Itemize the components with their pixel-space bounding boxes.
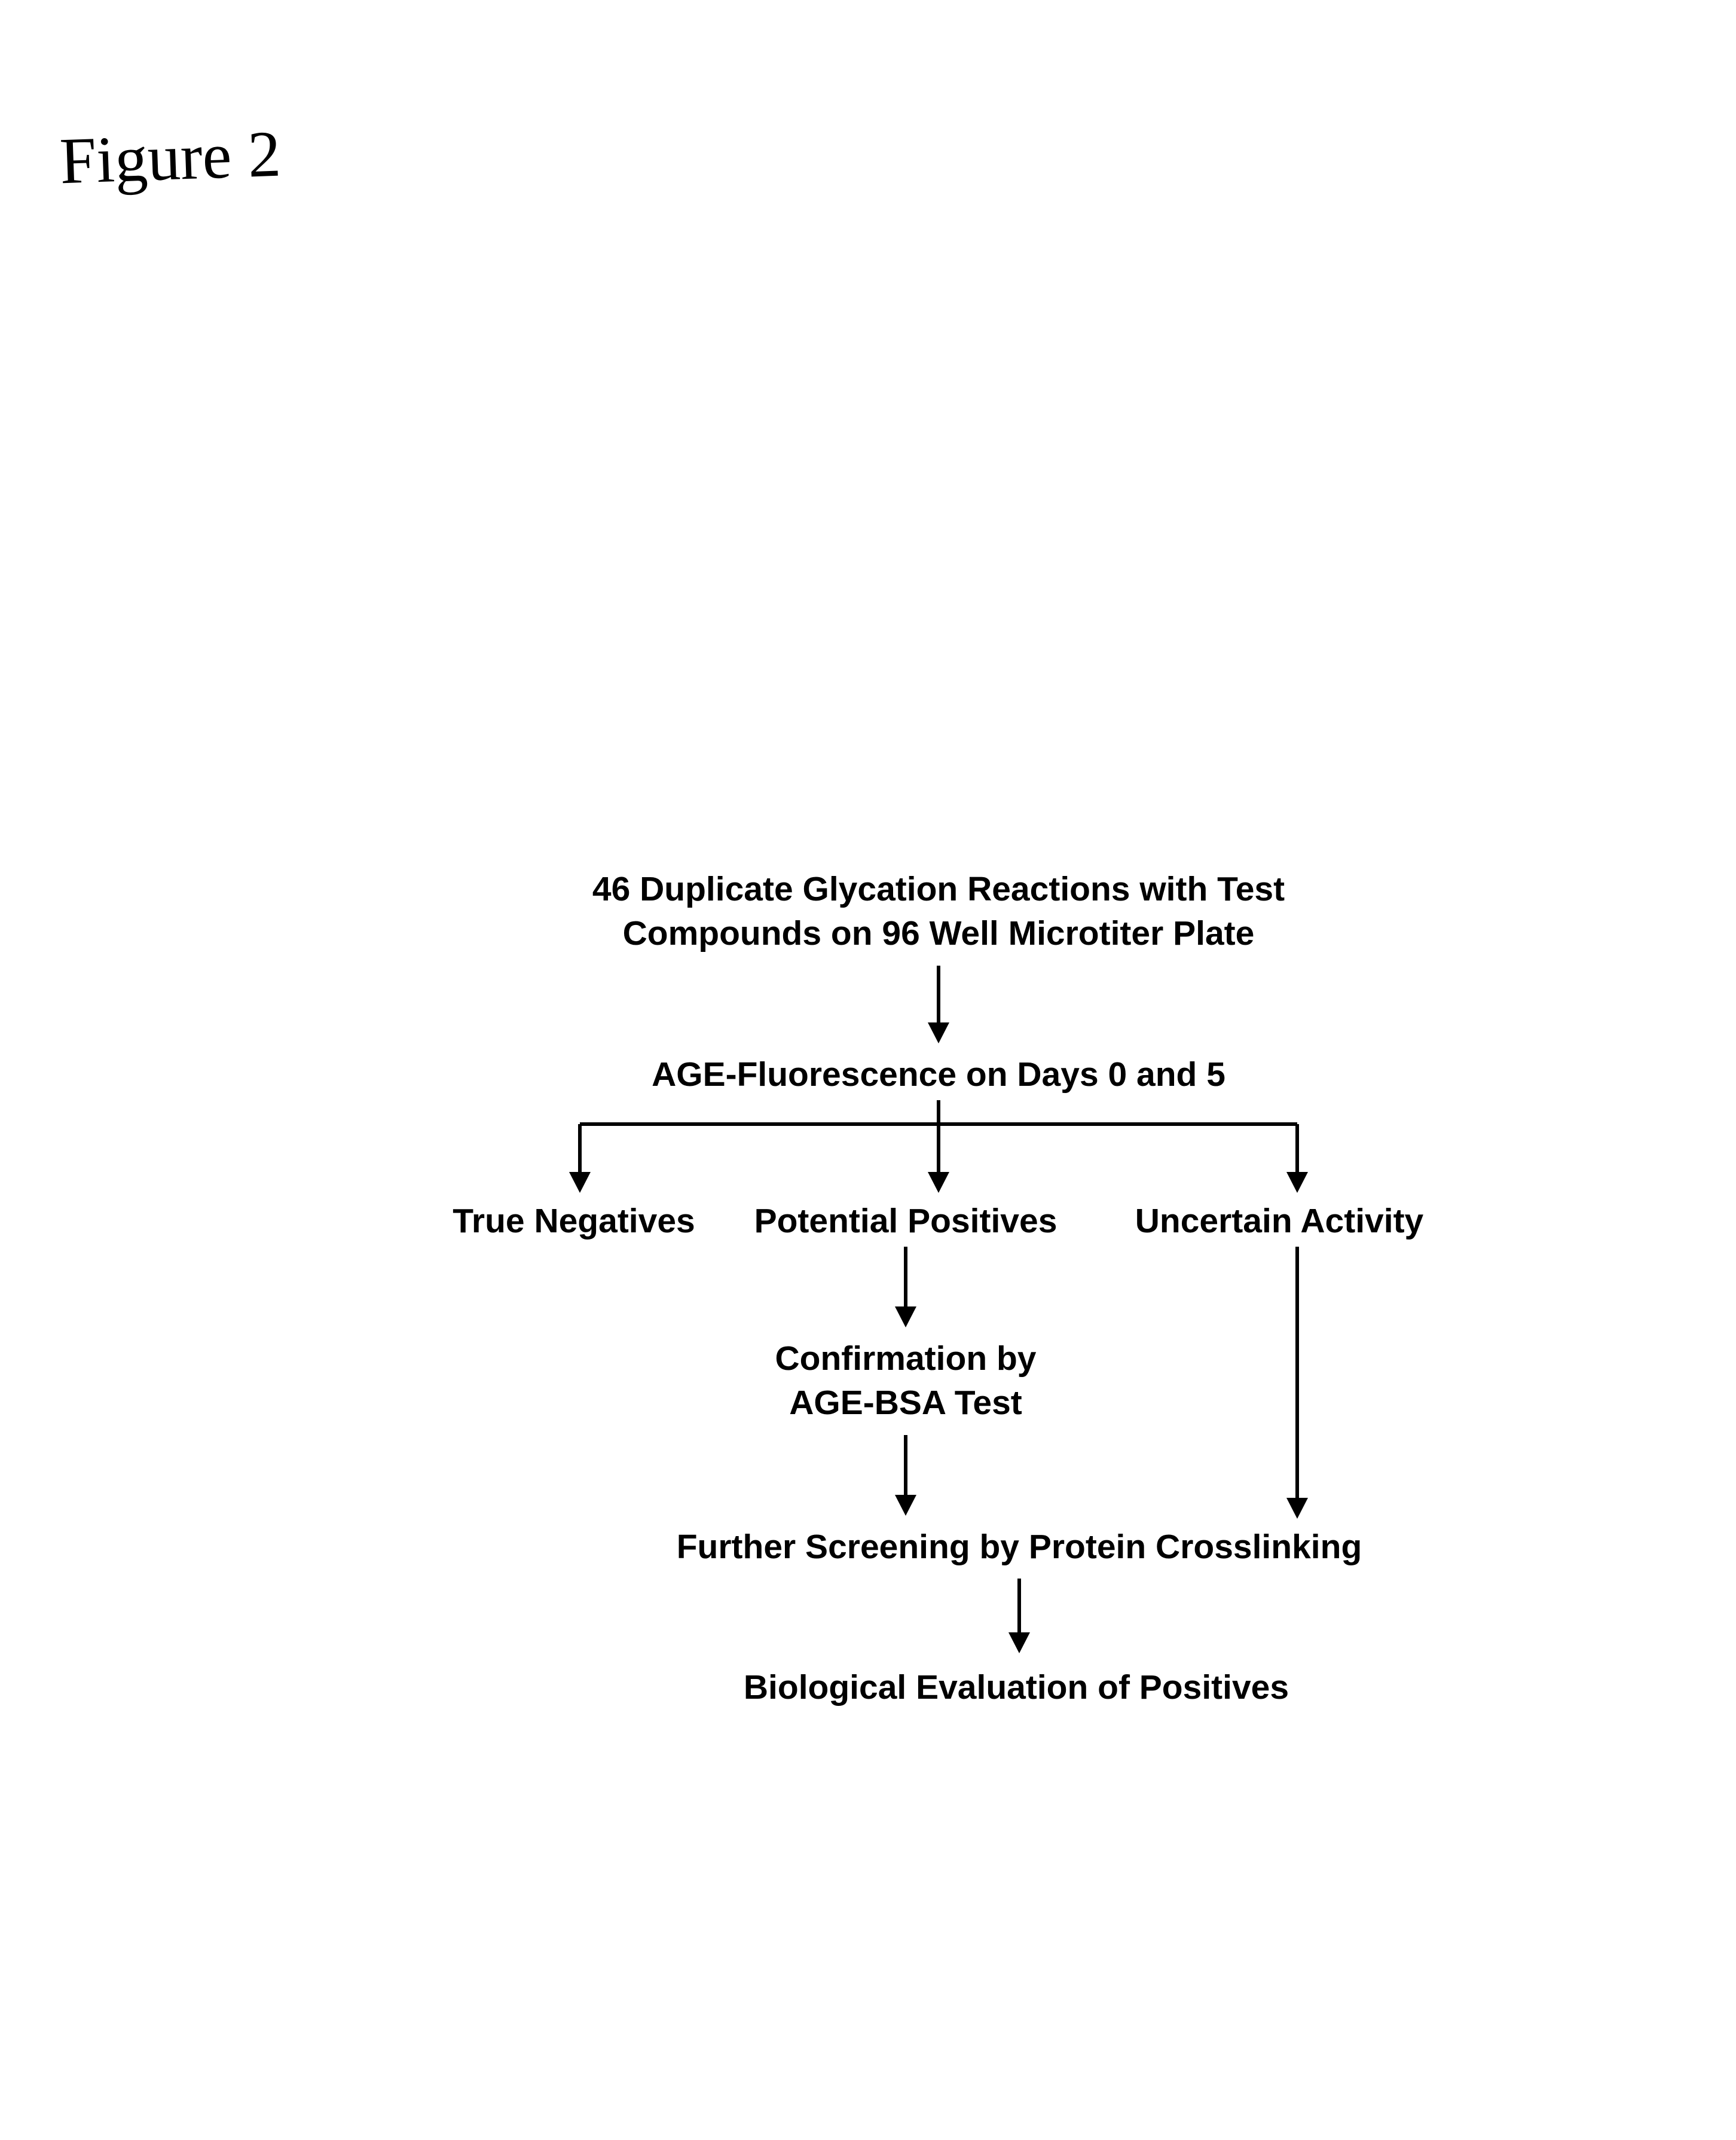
confirmation-line2: AGE-BSA Test [789, 1384, 1022, 1422]
node-step2: AGE-Fluorescence on Days 0 and 5 [598, 1052, 1279, 1097]
node-further: Further Screening by Protein Crosslinkin… [634, 1525, 1405, 1569]
arrow-uncertain-to-further [1279, 1247, 1315, 1522]
node-confirmation: Confirmation by AGE-BSA Test [735, 1336, 1076, 1425]
node-step1: 46 Duplicate Glycation Reactions with Te… [538, 867, 1339, 955]
figure-label: Figure 2 [59, 116, 282, 200]
arrow-further-to-biological [1001, 1573, 1037, 1656]
step1-line2: Compounds on 96 Well Microtiter Plate [623, 914, 1255, 953]
node-positives: Potential Positives [735, 1199, 1076, 1243]
confirmation-line1: Confirmation by [775, 1339, 1037, 1378]
node-biological: Biological Evaluation of Positives [687, 1665, 1345, 1709]
arrow-three-way-split [520, 1100, 1357, 1196]
node-negatives: True Negatives [430, 1199, 717, 1243]
arrow-confirmation-to-further [888, 1435, 924, 1519]
arrow-positives-to-confirmation [888, 1247, 924, 1330]
arrow-step1-to-step2 [921, 966, 956, 1043]
node-uncertain: Uncertain Activity [1112, 1199, 1447, 1243]
step1-line1: 46 Duplicate Glycation Reactions with Te… [592, 870, 1285, 908]
